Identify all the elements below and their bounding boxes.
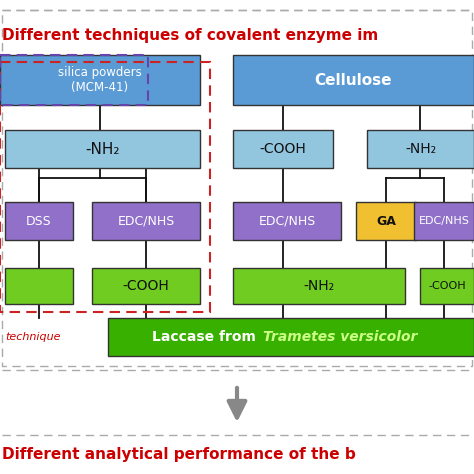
FancyBboxPatch shape	[5, 202, 73, 240]
FancyBboxPatch shape	[108, 318, 474, 356]
Text: -COOH: -COOH	[123, 279, 169, 293]
Text: Trametes versicolor: Trametes versicolor	[263, 330, 418, 344]
Text: Different analytical performance of the b: Different analytical performance of the …	[2, 447, 356, 463]
Text: EDC/NHS: EDC/NHS	[258, 215, 316, 228]
FancyBboxPatch shape	[233, 130, 333, 168]
FancyBboxPatch shape	[92, 202, 200, 240]
Bar	[0, 55, 148, 105]
Text: -NH₂: -NH₂	[85, 142, 120, 156]
Text: technique: technique	[5, 332, 61, 342]
Text: -NH₂: -NH₂	[405, 142, 436, 156]
FancyBboxPatch shape	[5, 268, 73, 304]
FancyBboxPatch shape	[420, 268, 474, 304]
FancyBboxPatch shape	[92, 268, 200, 304]
Text: Cellulose: Cellulose	[315, 73, 392, 88]
FancyBboxPatch shape	[233, 55, 474, 105]
Text: Different techniques of covalent enzyme im: Different techniques of covalent enzyme …	[2, 27, 378, 43]
Text: -NH₂: -NH₂	[303, 279, 335, 293]
Text: GA: GA	[376, 215, 396, 228]
Text: Laccase from: Laccase from	[152, 330, 261, 344]
Text: -COOH: -COOH	[428, 281, 466, 291]
FancyBboxPatch shape	[5, 130, 200, 168]
Text: -COOH: -COOH	[260, 142, 306, 156]
FancyBboxPatch shape	[356, 202, 416, 240]
FancyBboxPatch shape	[233, 202, 341, 240]
FancyBboxPatch shape	[0, 55, 200, 105]
Text: EDC/NHS: EDC/NHS	[118, 215, 174, 228]
Text: silica powders
(MCM-41): silica powders (MCM-41)	[58, 66, 142, 94]
FancyBboxPatch shape	[414, 202, 474, 240]
FancyBboxPatch shape	[233, 268, 405, 304]
Text: EDC/NHS: EDC/NHS	[419, 216, 469, 226]
FancyBboxPatch shape	[367, 130, 474, 168]
Bar	[0, 62, 210, 312]
Bar	[2, 10, 472, 366]
Text: DSS: DSS	[26, 215, 52, 228]
